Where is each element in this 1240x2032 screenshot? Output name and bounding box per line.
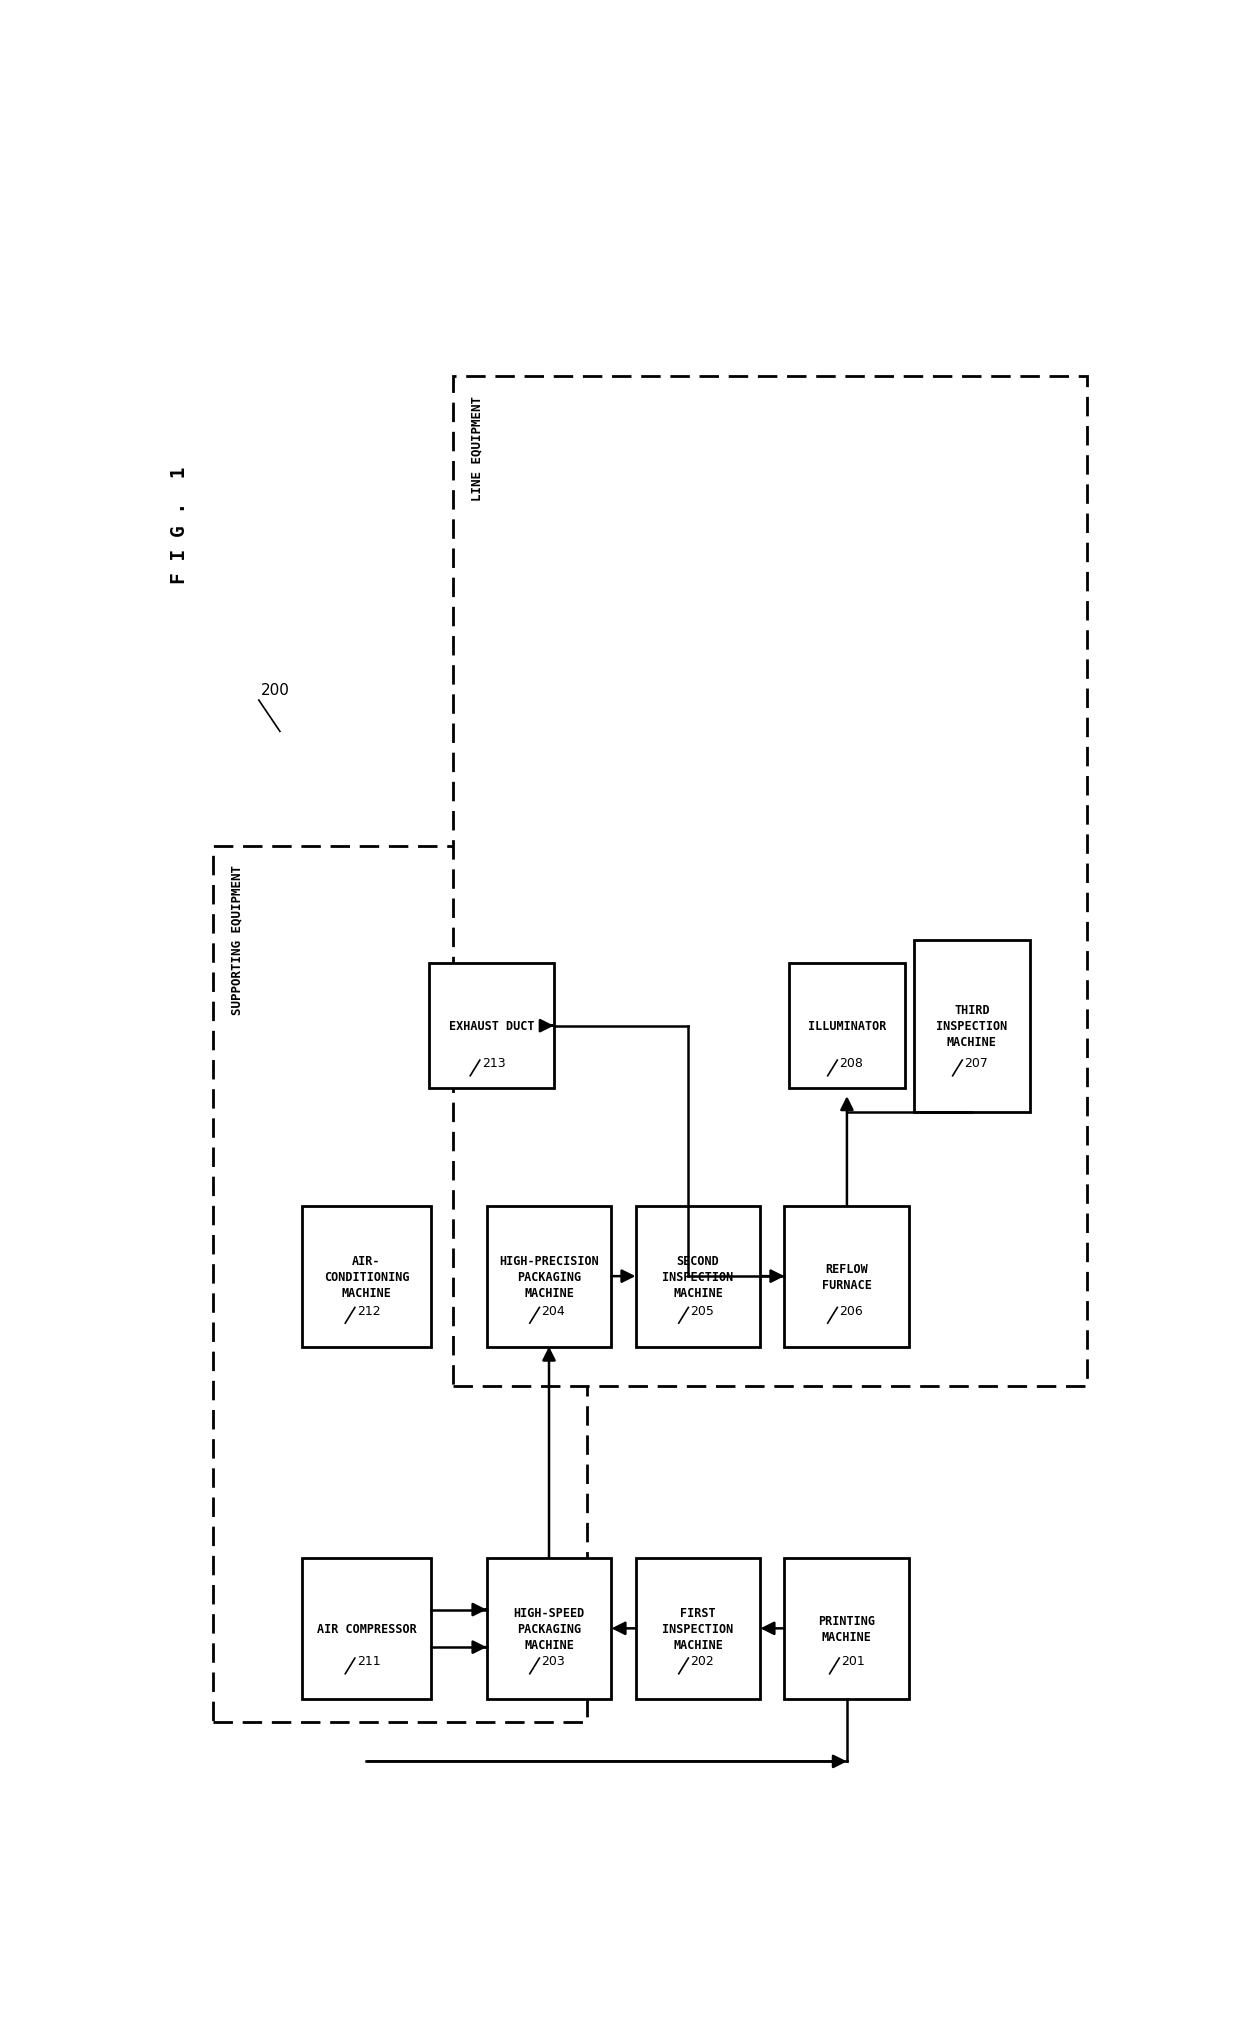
Text: ILLUMINATOR: ILLUMINATOR [807, 1020, 887, 1032]
Bar [213, 845, 588, 1723]
Bar [914, 941, 1029, 1112]
Text: SUPPORTING EQUIPMENT: SUPPORTING EQUIPMENT [229, 866, 243, 1014]
Text: 207: 207 [965, 1057, 988, 1071]
Text: 204: 204 [542, 1305, 565, 1317]
Bar [453, 376, 1087, 1386]
Text: HIGH-SPEED
PACKAGING
MACHINE: HIGH-SPEED PACKAGING MACHINE [513, 1605, 584, 1652]
Bar [635, 1559, 760, 1699]
Text: REFLOW
FURNACE: REFLOW FURNACE [822, 1262, 872, 1290]
Text: 203: 203 [542, 1654, 565, 1668]
Text: 208: 208 [839, 1057, 863, 1071]
Text: 201: 201 [841, 1654, 866, 1668]
Bar [486, 1207, 611, 1347]
Text: PRINTING
MACHINE: PRINTING MACHINE [818, 1613, 875, 1644]
Text: LINE EQUIPMENT: LINE EQUIPMENT [470, 396, 484, 500]
Bar [785, 1207, 909, 1347]
Text: 213: 213 [481, 1057, 506, 1071]
Text: EXHAUST DUCT: EXHAUST DUCT [449, 1020, 534, 1032]
Bar [429, 963, 554, 1089]
Bar [789, 963, 904, 1089]
Bar [486, 1559, 611, 1699]
Text: 202: 202 [691, 1654, 714, 1668]
Bar [301, 1207, 432, 1347]
Bar [785, 1559, 909, 1699]
Text: AIR-
CONDITIONING
MACHINE: AIR- CONDITIONING MACHINE [324, 1254, 409, 1298]
Text: HIGH-PRECISION
PACKAGING
MACHINE: HIGH-PRECISION PACKAGING MACHINE [500, 1254, 599, 1298]
Text: THIRD
INSPECTION
MACHINE: THIRD INSPECTION MACHINE [936, 1004, 1007, 1049]
Text: 206: 206 [839, 1305, 863, 1317]
Bar [635, 1207, 760, 1347]
Text: 212: 212 [357, 1305, 381, 1317]
Text: F I G .  1: F I G . 1 [170, 467, 188, 583]
Text: 211: 211 [357, 1654, 381, 1668]
Text: 205: 205 [691, 1305, 714, 1317]
Text: AIR COMPRESSOR: AIR COMPRESSOR [316, 1622, 417, 1636]
Text: SECOND
INSPECTION
MACHINE: SECOND INSPECTION MACHINE [662, 1254, 734, 1298]
Bar [301, 1559, 432, 1699]
Text: FIRST
INSPECTION
MACHINE: FIRST INSPECTION MACHINE [662, 1605, 734, 1652]
Text: 200: 200 [260, 683, 290, 697]
